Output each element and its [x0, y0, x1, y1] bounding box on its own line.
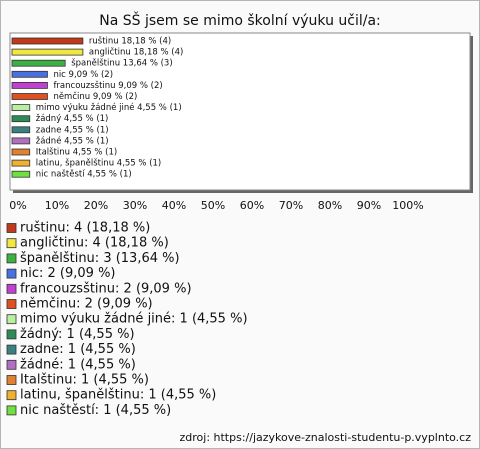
legend-swatch [6, 329, 17, 340]
bar [11, 137, 31, 145]
x-tick-label: 70% [279, 199, 303, 212]
chart-title: Na SŠ jsem se mimo školní výuku učil/a: [99, 11, 381, 29]
x-tick-label: 40% [162, 199, 186, 212]
bar [11, 126, 31, 134]
legend-label: španělštinu: 3 (13,64 %) [20, 251, 180, 266]
legend-swatch [6, 283, 17, 294]
bar [11, 37, 84, 45]
x-tick-label: 60% [240, 199, 264, 212]
bar-label: Italštinu 4,55 % (1) [36, 147, 117, 158]
legend-label: němčinu: 2 (9,09 %) [20, 297, 153, 312]
bar-label: žádné 4,55 % (1) [36, 135, 109, 146]
x-tick-label: 100% [392, 199, 423, 212]
legend-swatch [6, 299, 17, 309]
legend-label: nic naštěstí: 1 (4,55 %) [20, 403, 171, 418]
legend-label: nic: 2 (9,09 %) [20, 266, 116, 281]
bar [11, 104, 31, 111]
plot-area [9, 32, 471, 191]
legend-swatch [6, 390, 17, 401]
legend-label: francouzsštinu: 2 (9,09 %) [20, 281, 192, 296]
bar [11, 159, 31, 167]
legend-label: žádný: 1 (4,55 %) [20, 327, 135, 342]
bar-label: ruštinu 18,18 % (4) [89, 36, 171, 47]
x-tick-label: 20% [84, 199, 108, 212]
x-tick-label: 90% [357, 199, 381, 212]
bar-label: zadne 4,55 % (1) [36, 125, 109, 135]
x-tick-label: 0% [9, 199, 26, 212]
legend-swatch [6, 253, 17, 264]
legend-label: latinu, španělštinu: 1 (4,55 %) [20, 388, 216, 403]
bar [11, 93, 48, 100]
legend-swatch [6, 375, 17, 385]
x-tick-label: 30% [123, 199, 147, 212]
legend-label: angličtinu: 4 (18,18 %) [20, 236, 169, 251]
bar-label: francouzsštinu 9,09 % (2) [53, 80, 162, 91]
legend-swatch [6, 238, 17, 249]
legend-swatch [6, 405, 17, 416]
bar-label: nic 9,09 % (2) [53, 70, 113, 80]
bar-label: angličtinu 18,18 % (4) [89, 47, 183, 58]
legend-label: žádné: 1 (4,55 %) [20, 357, 136, 372]
bar-label: žádný 4,55 % (1) [36, 114, 109, 124]
legend-swatch [6, 314, 17, 325]
legend-label: mimo výuku žádné jiné: 1 (4,55 %) [20, 312, 248, 327]
legend-swatch [6, 344, 17, 355]
bar-label: španělštinu 13,64 % (3) [71, 58, 172, 69]
legend-label: zadne: 1 (4,55 %) [20, 342, 136, 357]
bar [11, 82, 48, 89]
bar [11, 48, 84, 56]
legend-swatch [6, 268, 17, 279]
x-tick-label: 10% [45, 199, 69, 212]
bar [11, 148, 31, 156]
bar-label: nic naštěstí 4,55 % (1) [36, 169, 132, 180]
source: zdroj: https://jazykove-znalosti-student… [180, 431, 472, 444]
x-tick-label: 50% [201, 199, 225, 212]
legend-swatch [6, 359, 17, 370]
x-tick-label: 80% [318, 199, 342, 212]
bar-label: mimo výuku žádné jiné 4,55 % (1) [36, 102, 182, 113]
bar [11, 170, 31, 178]
bar-label: latinu, španělštinu 4,55 % (1) [36, 158, 162, 169]
bar [11, 70, 48, 78]
bar-label: němčinu 9,09 % (2) [53, 91, 137, 102]
bar [11, 59, 66, 67]
legend-label: ruštinu: 4 (18,18 %) [20, 221, 150, 236]
legend-swatch [6, 223, 17, 233]
bar [11, 115, 31, 123]
legend-label: Italštinu: 1 (4,55 %) [20, 373, 149, 388]
